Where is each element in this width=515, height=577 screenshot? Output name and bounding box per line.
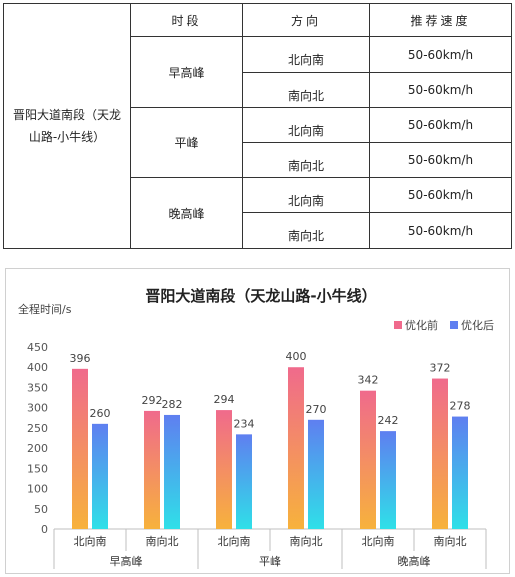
period-cell: 平峰 bbox=[130, 107, 243, 178]
category-label: 南向北 bbox=[290, 534, 323, 548]
bar-before bbox=[360, 390, 376, 529]
data-label: 270 bbox=[306, 403, 327, 416]
bar-after bbox=[308, 419, 324, 529]
category-label: 南向北 bbox=[434, 534, 467, 548]
header-direction: 方向 bbox=[242, 3, 370, 37]
speed-cell: 50-60km/h bbox=[369, 142, 512, 178]
data-label: 278 bbox=[450, 400, 471, 413]
group-label: 平峰 bbox=[259, 555, 281, 568]
data-label: 242 bbox=[378, 414, 399, 427]
data-label: 292 bbox=[142, 394, 163, 407]
data-label: 400 bbox=[286, 350, 307, 363]
bar-after bbox=[164, 414, 180, 529]
speed-cell: 50-60km/h bbox=[369, 107, 512, 143]
y-tick-label: 100 bbox=[27, 483, 48, 496]
legend-label: 优化后 bbox=[461, 318, 494, 332]
data-label: 396 bbox=[70, 352, 91, 365]
y-axis-label: 全程时间/s bbox=[18, 302, 72, 316]
bar-before bbox=[144, 410, 160, 529]
speed-cell: 50-60km/h bbox=[369, 36, 512, 73]
speed-table: 晋阳大道南段（天龙山路-小牛线） 时段 方向 推荐速度 早高峰 北向南 50-6… bbox=[3, 3, 512, 249]
category-label: 北向南 bbox=[362, 534, 395, 548]
y-tick-label: 350 bbox=[27, 381, 48, 394]
data-label: 282 bbox=[162, 398, 183, 411]
bar-before bbox=[216, 410, 232, 529]
bar-after bbox=[380, 431, 396, 529]
y-tick-label: 400 bbox=[27, 361, 48, 374]
legend-swatch bbox=[450, 321, 458, 329]
speed-cell: 50-60km/h bbox=[369, 212, 512, 249]
speed-cell: 50-60km/h bbox=[369, 72, 512, 108]
y-tick-label: 150 bbox=[27, 462, 48, 475]
direction-cell: 南向北 bbox=[242, 142, 370, 178]
header-period: 时段 bbox=[130, 3, 243, 37]
period-cell: 早高峰 bbox=[130, 36, 243, 108]
y-tick-label: 450 bbox=[27, 341, 48, 354]
legend-label: 优化前 bbox=[405, 318, 438, 332]
direction-cell: 北向南 bbox=[242, 107, 370, 143]
y-tick-label: 50 bbox=[34, 503, 48, 516]
y-tick-label: 200 bbox=[27, 442, 48, 455]
bar-after bbox=[92, 423, 108, 529]
data-label: 342 bbox=[358, 374, 379, 387]
category-label: 北向南 bbox=[74, 534, 107, 548]
chart-svg: 晋阳大道南段（天龙山路-小牛线） 全程时间/s 优化前 优化后 0 50 100 150… bbox=[18, 287, 494, 569]
travel-time-chart: 晋阳大道南段（天龙山路-小牛线） 全程时间/s 优化前 优化后 0 50 100 150… bbox=[5, 268, 510, 574]
direction-cell: 南向北 bbox=[242, 212, 370, 249]
chart-title: 晋阳大道南段（天龙山路-小牛线） bbox=[145, 287, 376, 305]
y-tick-label: 300 bbox=[27, 402, 48, 415]
bar-before bbox=[288, 367, 304, 529]
direction-cell: 北向南 bbox=[242, 177, 370, 213]
legend-swatch bbox=[394, 321, 402, 329]
legend: 优化前 优化后 bbox=[394, 318, 494, 332]
data-label: 260 bbox=[90, 407, 111, 420]
y-tick-label: 0 bbox=[41, 523, 48, 536]
group-label: 晚高峰 bbox=[398, 554, 431, 568]
bar-before bbox=[72, 368, 88, 529]
data-label: 372 bbox=[430, 362, 451, 375]
period-cell: 晚高峰 bbox=[130, 177, 243, 249]
category-label: 北向南 bbox=[218, 534, 251, 548]
direction-cell: 北向南 bbox=[242, 36, 370, 73]
road-name-cell: 晋阳大道南段（天龙山路-小牛线） bbox=[3, 3, 131, 249]
y-tick-label: 250 bbox=[27, 422, 48, 435]
header-speed: 推荐速度 bbox=[369, 3, 512, 37]
speed-cell: 50-60km/h bbox=[369, 177, 512, 213]
category-label: 南向北 bbox=[146, 534, 179, 548]
bar-before bbox=[432, 378, 448, 529]
group-label: 早高峰 bbox=[110, 554, 143, 568]
data-label: 234 bbox=[234, 417, 255, 430]
bar-after bbox=[452, 416, 468, 529]
bar-after bbox=[236, 434, 252, 529]
data-label: 294 bbox=[214, 393, 235, 406]
direction-cell: 南向北 bbox=[242, 72, 370, 108]
